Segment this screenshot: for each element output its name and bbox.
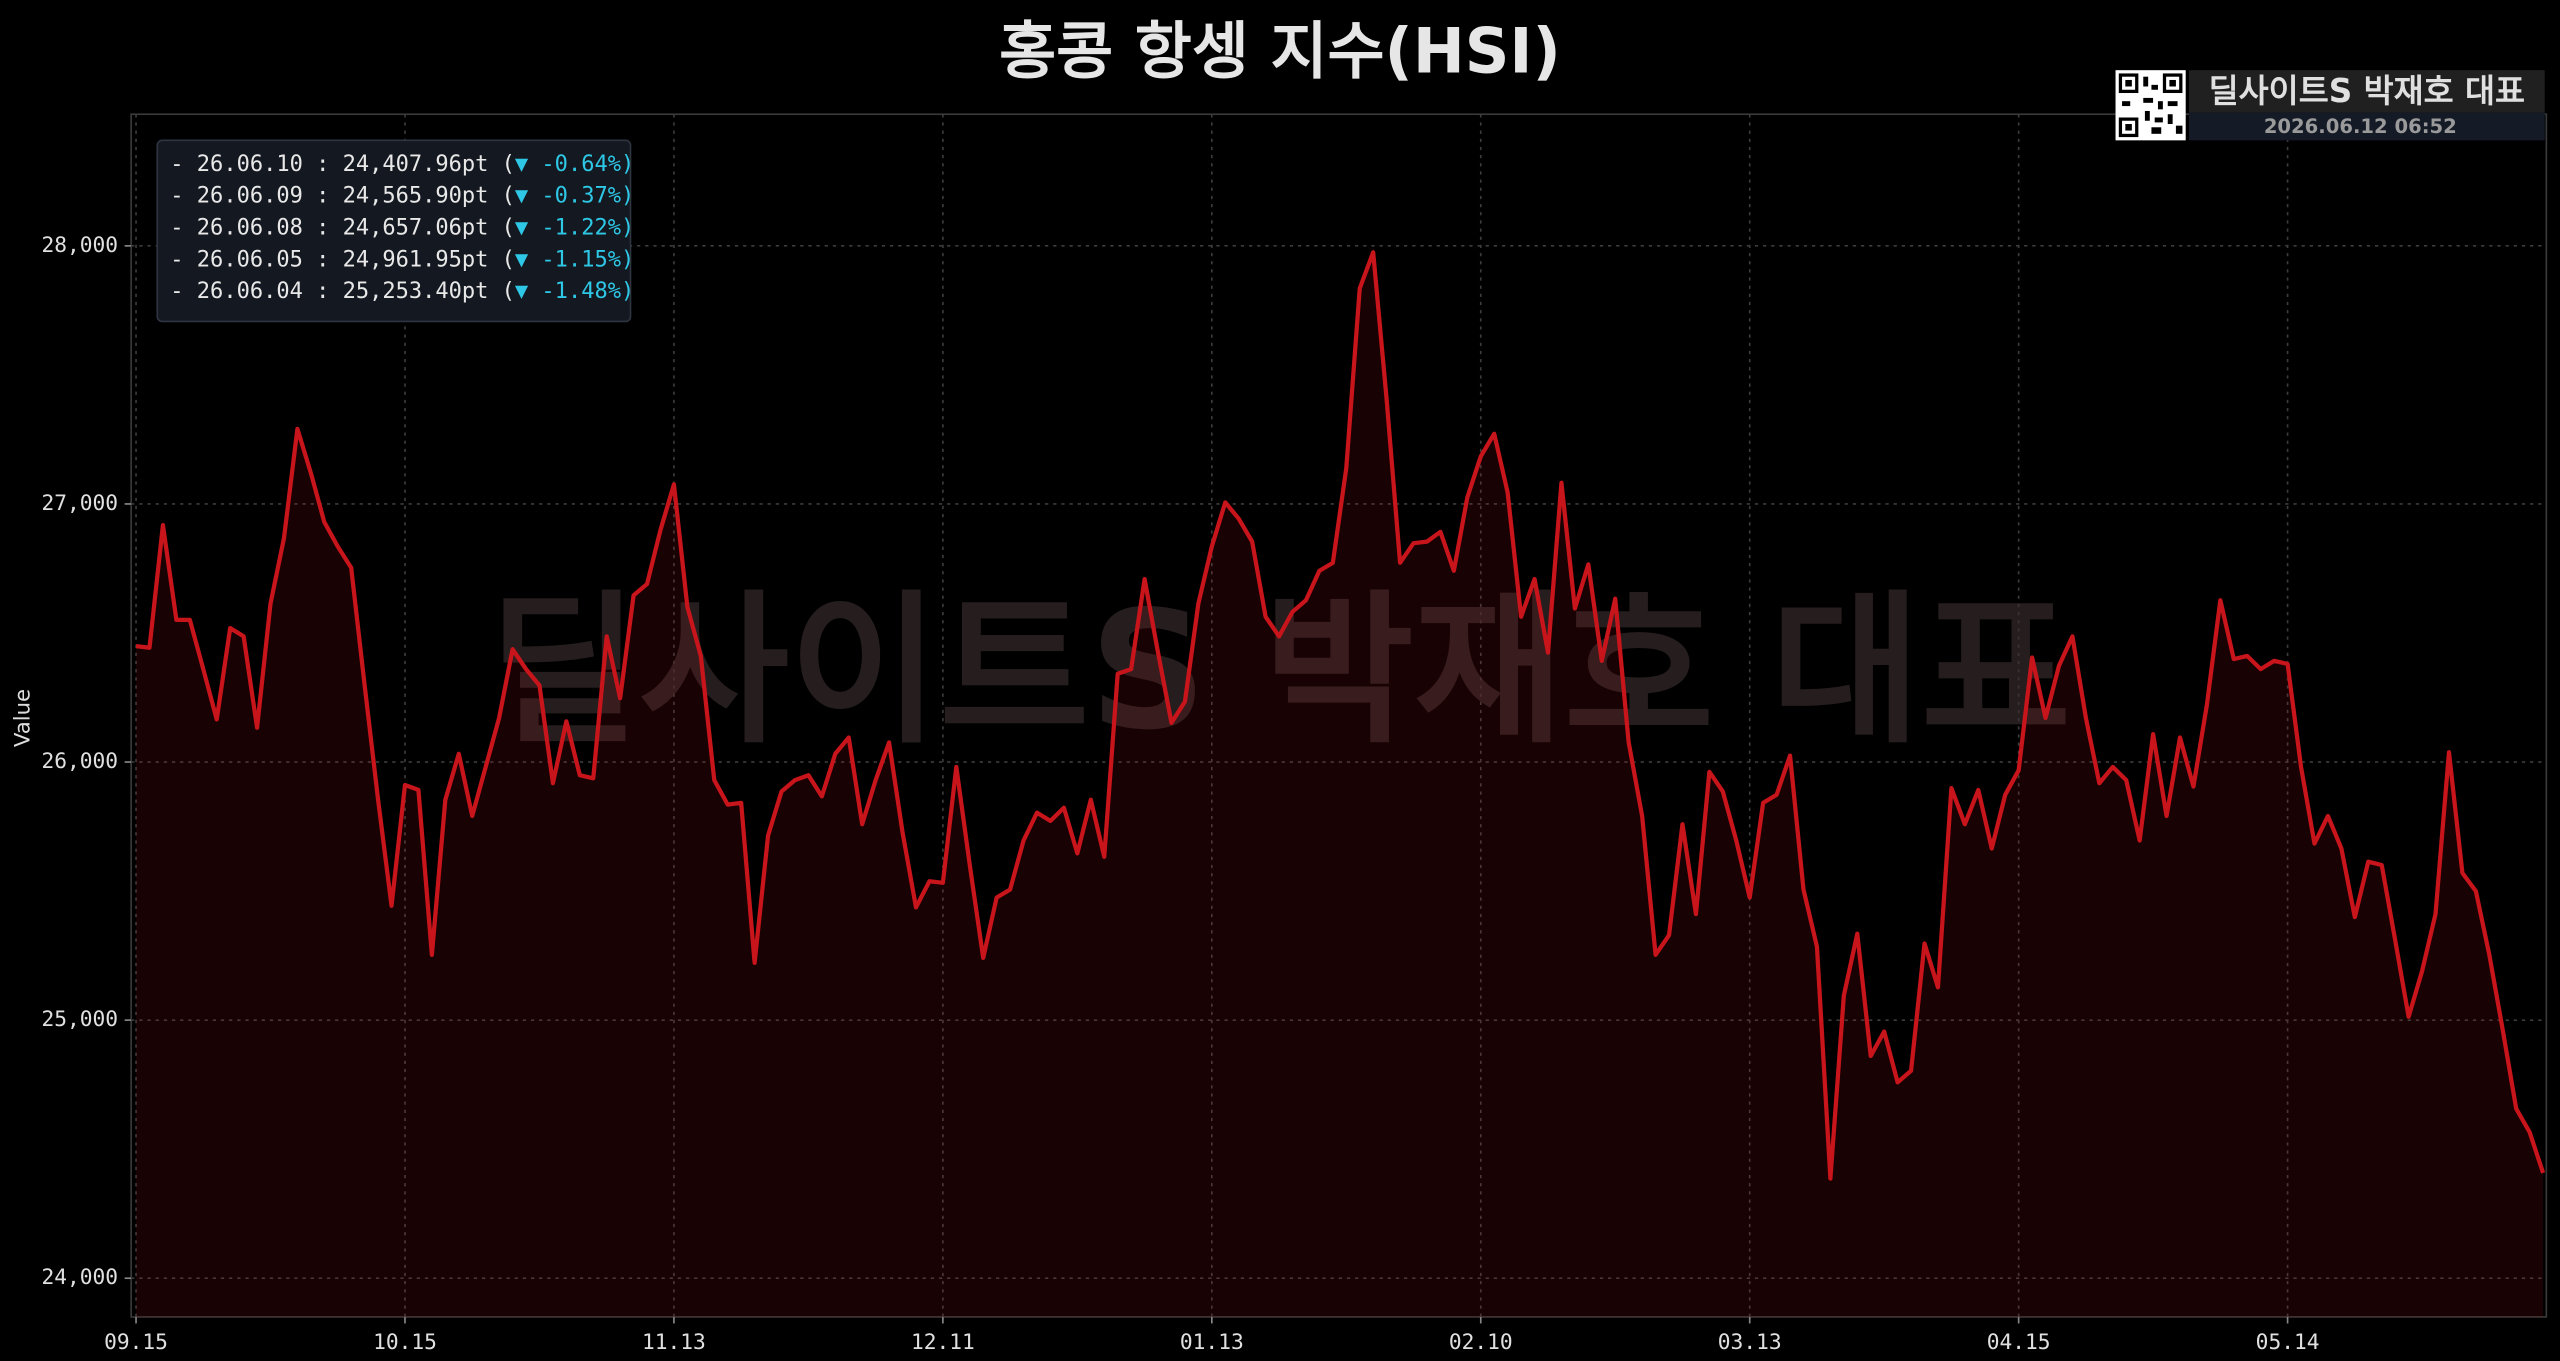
info-change: ▼ -0.37%): [515, 184, 634, 209]
x-tick-label: 11.13: [642, 1330, 706, 1355]
x-tick-label: 12.11: [911, 1330, 975, 1355]
info-text: - 26.06.05 : 24,961.95pt (: [170, 247, 515, 272]
y-tick-label: 26,000: [41, 749, 118, 774]
info-change: ▼ -1.15%): [515, 247, 634, 272]
brand-timestamp: 2026.06.12 06:52: [2264, 115, 2457, 138]
y-tick-label: 24,000: [41, 1265, 118, 1290]
brand-date-bg: [2188, 112, 2545, 141]
x-tick-label: 03.13: [1718, 1330, 1782, 1355]
y-tick-label: 27,000: [41, 491, 118, 516]
plot: [135, 250, 2546, 1317]
info-text: - 26.06.08 : 24,657.06pt (: [170, 215, 515, 240]
info-text: - 26.06.04 : 25,253.40pt (: [170, 279, 515, 304]
y-axis-label: Value: [10, 689, 35, 747]
brand-name-bg: [2188, 70, 2545, 113]
info-box: [156, 139, 632, 323]
info-text: - 26.06.09 : 24,565.90pt (: [170, 184, 515, 209]
x-tick-label: 01.13: [1180, 1330, 1244, 1355]
info-lines: - 26.06.10 : 24,407.96pt (▼ -0.64%)- 26.…: [170, 152, 634, 304]
info-change: ▼ -0.64%): [515, 152, 634, 177]
info-change: ▼ -1.22%): [515, 215, 634, 240]
y-tick-label: 28,000: [41, 233, 118, 258]
line: [135, 250, 2546, 1181]
brand-box: 딜사이트S 박재호 대표 2026.06.12 06:52: [2115, 70, 2545, 141]
y-tick-label: 25,000: [41, 1007, 118, 1032]
brand-name: 딜사이트S 박재호 대표: [2209, 72, 2525, 110]
area: [136, 252, 2544, 1317]
info-change: ▼ -1.48%): [515, 279, 634, 304]
info-line: - 26.06.10 : 24,407.96pt (▼ -0.64%): [170, 152, 634, 177]
info-line: - 26.06.05 : 24,961.95pt (▼ -1.15%): [170, 247, 634, 272]
info-line: - 26.06.08 : 24,657.06pt (▼ -1.22%): [170, 215, 634, 240]
qr-pattern: [2118, 73, 2183, 138]
x-tick-label: 04.15: [1987, 1330, 2051, 1355]
info-line: - 26.06.04 : 25,253.40pt (▼ -1.48%): [170, 279, 634, 304]
chart-title: 홍콩 항셍 지수(HSI): [999, 15, 1561, 88]
x-tick-label: 02.10: [1449, 1330, 1513, 1355]
info-text: - 26.06.10 : 24,407.96pt (: [170, 152, 515, 177]
x-tick-label: 09.15: [104, 1330, 168, 1355]
x-tick-label: 05.14: [2256, 1330, 2320, 1355]
watermark: 딜사이트S 박재호 대표: [489, 577, 2071, 766]
x-tick-label: 10.15: [373, 1330, 437, 1355]
info-line: - 26.06.09 : 24,565.90pt (▼ -0.37%): [170, 184, 634, 209]
